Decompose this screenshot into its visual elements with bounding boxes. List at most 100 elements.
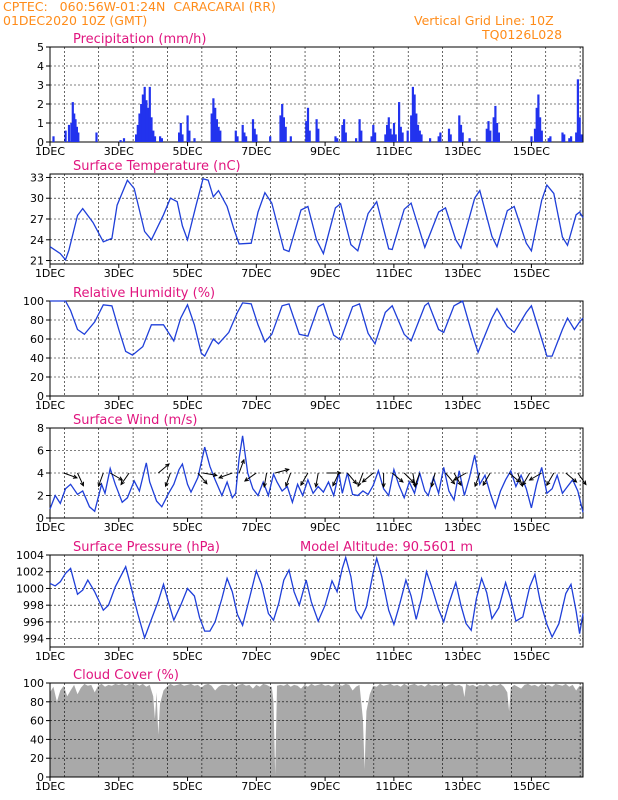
x-tick-label: 13DEC <box>444 267 481 280</box>
x-tick-label: 7DEC <box>241 267 271 280</box>
precip-bar <box>64 130 67 142</box>
precip-bar <box>52 136 55 142</box>
precip-bar <box>410 115 413 142</box>
wind-arrow <box>577 472 587 486</box>
y-tick-label: 20 <box>30 752 44 765</box>
y-tick-label: 27 <box>30 213 44 226</box>
precip-bar <box>496 123 499 142</box>
precip-bar <box>334 136 337 142</box>
precip-bar <box>147 107 150 142</box>
x-tick-label: 11DEC <box>375 650 412 663</box>
wind-arrow <box>347 472 358 485</box>
plot-frame <box>49 682 584 778</box>
precip-bar <box>160 138 163 142</box>
pressure-title: Surface Pressure (hPa) <box>73 540 220 555</box>
precip-bar <box>437 136 440 142</box>
precip-bar <box>138 113 141 142</box>
precip-bar <box>214 107 217 142</box>
pressure-panel: 994 996 998 1000 1002 1004 1DEC 3DEC 5DEC 7DEC 9DE… <box>16 540 584 663</box>
y-tick-label: 0 <box>37 390 44 403</box>
plot-frame <box>49 427 584 519</box>
wind-arrow <box>164 472 171 488</box>
precip-panel: 0 1 2 3 4 5 1DEC 3DEC 5DEC 7DEC 9DEC 11DEC 13DEC 15DE… <box>35 32 584 158</box>
precip-bar <box>537 94 540 142</box>
y-tick-label: 0 <box>37 771 44 784</box>
precip-bar <box>193 138 196 142</box>
wind-arrow <box>508 472 521 483</box>
temperature-title: Surface Temperature (nC) <box>73 159 241 174</box>
y-tick-label: 1 <box>37 117 44 130</box>
precip-bar <box>458 115 461 142</box>
precip-bar <box>336 138 339 142</box>
x-tick-label: 3DEC <box>104 399 134 412</box>
precip-bar <box>236 136 239 142</box>
wind-arrow <box>314 472 319 488</box>
precip-bar <box>179 123 182 142</box>
x-tick-label: 7DEC <box>241 780 271 793</box>
x-tick-label: 13DEC <box>444 399 481 412</box>
y-tick-label: 998 <box>23 599 44 612</box>
precip-bar <box>70 123 73 142</box>
y-tick-label: 2 <box>37 98 44 111</box>
x-tick-label: 9DEC <box>310 521 340 534</box>
x-tick-label: 15DEC <box>513 650 550 663</box>
precip-bar <box>186 115 189 142</box>
x-tick-label: 5DEC <box>172 521 202 534</box>
cloud-title: Cloud Cover (%) <box>73 668 179 683</box>
precip-bar <box>143 86 146 142</box>
precip-bar <box>148 86 151 142</box>
wind-arrow <box>109 472 124 481</box>
x-tick-label: 1DEC <box>35 650 65 663</box>
precip-bar <box>578 117 581 142</box>
x-tick-label: 15DEC <box>513 145 550 158</box>
y-tick-label: 1004 <box>16 549 44 562</box>
precip-bar <box>394 134 397 142</box>
precip-bar <box>243 132 246 142</box>
x-tick-label: 11DEC <box>375 780 412 793</box>
x-tick-label: 3DEC <box>104 145 134 158</box>
x-tick-label: 5DEC <box>172 650 202 663</box>
precip-bar <box>217 126 220 142</box>
precip-bar <box>251 119 255 142</box>
wind-arrow <box>361 472 374 483</box>
humidity-panel: 0 20 40 60 80 100 1DEC 3DEC 5DEC 7DEC 9DEC 11DEC 13D… <box>23 286 584 412</box>
precip-bar <box>398 102 401 142</box>
x-tick-label: 7DEC <box>241 145 271 158</box>
precip-bar <box>122 138 126 142</box>
y-tick-label: 0 <box>37 512 44 525</box>
precip-bar <box>461 132 464 142</box>
wind-arrow <box>482 472 491 487</box>
wind-arrow <box>357 472 364 488</box>
header-product-code: TQ0126L028 <box>482 27 563 42</box>
precip-bar <box>282 117 285 142</box>
header-source: CPTEC: <box>3 0 48 14</box>
precip-bar <box>530 136 533 142</box>
precip-bar <box>372 124 375 142</box>
precip-bar <box>245 136 248 142</box>
precip-bar <box>341 124 344 142</box>
precip-bar <box>219 130 222 142</box>
y-tick-label: 80 <box>30 314 44 327</box>
x-tick-label: 9DEC <box>310 145 340 158</box>
x-tick-label: 5DEC <box>172 267 202 280</box>
precip-bar <box>289 136 292 142</box>
precip-bar <box>533 128 537 142</box>
precip-bar <box>77 132 80 142</box>
precip-bar <box>355 138 358 142</box>
x-tick-label: 11DEC <box>375 145 412 158</box>
wind-arrow <box>528 472 542 481</box>
precip-bar <box>411 86 414 142</box>
x-tick-label: 13DEC <box>444 521 481 534</box>
precip-bar <box>150 117 153 142</box>
wind-arrow <box>120 472 130 486</box>
precip-bar <box>306 107 310 142</box>
precip-bar <box>487 121 490 142</box>
plot-frame <box>49 300 584 397</box>
wind-arrow <box>63 472 78 479</box>
x-tick-label: 1DEC <box>35 521 65 534</box>
x-tick-label: 5DEC <box>172 399 202 412</box>
x-tick-label: 1DEC <box>35 145 65 158</box>
y-tick-label: 60 <box>30 715 44 728</box>
precip-bar <box>399 126 402 142</box>
precip-bar <box>241 124 244 142</box>
